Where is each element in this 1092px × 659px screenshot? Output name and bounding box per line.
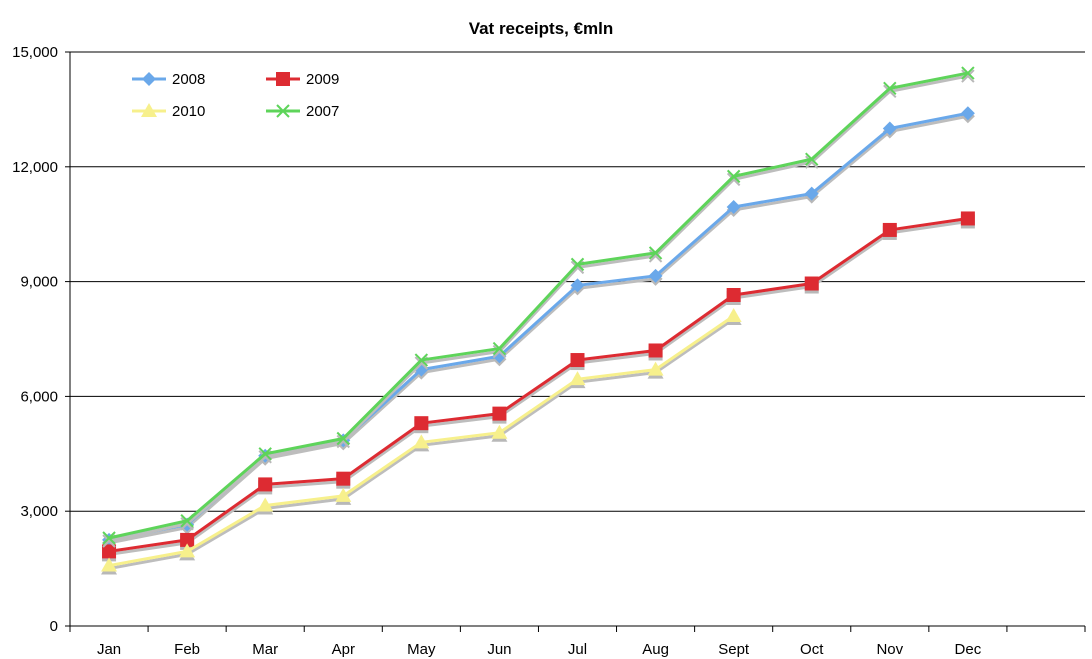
series-2007-shadow: [108, 74, 969, 543]
x-tick-label: Apr: [332, 641, 355, 658]
series-2007-point: [336, 431, 350, 446]
series-2009-shadow: [108, 219, 969, 556]
series-2009-point: [258, 477, 273, 492]
series-2008-point: [882, 121, 897, 136]
series-2009-point: [492, 406, 507, 421]
series-2009-line: [108, 216, 969, 553]
axes: 0 3,000 6,000 9,000 12,000 15,000 Jan Feb Mar Apr…: [12, 44, 1086, 658]
series-2007-point: [961, 66, 975, 80]
series-2007-point: [805, 152, 819, 166]
y-tick-label: 9,000: [20, 274, 58, 291]
series-2008-point: [648, 268, 663, 283]
series-2010-point: [179, 543, 196, 558]
legend-item-2009: 2009: [266, 71, 339, 88]
series-2009-point: [960, 211, 975, 226]
x-tick-label: Oct: [800, 641, 824, 658]
series-2007-point: [258, 447, 272, 461]
x-tick-label: Nov: [876, 641, 903, 658]
series-2007-point: [414, 353, 429, 367]
series-2009-point: [648, 343, 663, 358]
series-2010-point: [647, 361, 664, 376]
chart-title: Vat receipts, €mln: [469, 19, 614, 38]
legend-swatch-marker: [142, 72, 156, 86]
series-2007-marker-shadow: [648, 249, 663, 263]
y-tick-label: 15,000: [12, 44, 58, 61]
series-2008-point: [570, 278, 585, 293]
series-2008-point: [804, 186, 819, 201]
series-2007-point: [570, 257, 585, 272]
series-2007-point: [492, 341, 507, 356]
series-2009-point: [804, 276, 819, 291]
series-2009-point: [726, 287, 741, 302]
series-2010-point: [101, 557, 118, 572]
series-2007-marker-shadow: [805, 155, 819, 169]
series-2009-point: [336, 471, 351, 486]
legend-swatch-marker: [141, 103, 157, 117]
series-2010-point: [413, 434, 430, 449]
legend-item-2007: 2007: [266, 103, 339, 120]
series-2009-point: [102, 544, 117, 559]
series-2009-point: [414, 416, 429, 431]
series-2010-point: [335, 487, 352, 502]
x-tick-label: Aug: [642, 641, 669, 658]
series-2007-point: [726, 169, 741, 184]
series-2010-point: [257, 497, 274, 512]
legend-label: 2007: [306, 103, 339, 120]
legend-swatch-marker: [276, 72, 290, 86]
legend-item-2008: 2008: [132, 71, 205, 88]
series-2007-marker-shadow: [180, 517, 194, 531]
series-2007-marker-shadow: [492, 344, 507, 359]
series-2009-point: [882, 222, 897, 237]
series-2007-line: [108, 71, 969, 540]
series-2009-point: [180, 532, 195, 547]
series-2007-point: [180, 514, 194, 528]
x-tick-label: Dec: [955, 641, 982, 658]
series-2010-point: [725, 308, 742, 323]
series-2008-shadow: [108, 114, 969, 545]
legend-swatch-marker: [276, 104, 290, 118]
series-2007-point: [883, 81, 897, 96]
y-tick-label: 0: [50, 618, 58, 635]
x-tick-label: Jan: [97, 641, 121, 658]
series-2007-point: [648, 246, 663, 260]
series-2010-point: [491, 424, 508, 439]
x-tick-label: Jul: [568, 641, 587, 658]
series-2007-point: [102, 531, 116, 545]
y-tick-label: 6,000: [20, 388, 58, 405]
x-tick-label: Jun: [487, 641, 511, 658]
series-2008-point: [960, 106, 975, 121]
series-2007-marker-shadow: [336, 434, 350, 449]
y-tick-label: 12,000: [12, 159, 58, 176]
series-2008-point: [726, 199, 741, 214]
series-lines: [101, 66, 975, 575]
series-2009: [102, 211, 975, 562]
x-tick-label: May: [407, 641, 436, 658]
legend: 2008 2009 2010 2007: [132, 71, 339, 120]
x-tick-label: Sept: [718, 641, 750, 658]
legend-item-2010: 2010: [132, 103, 205, 120]
series-2010: [101, 308, 742, 575]
series-2010-point: [569, 371, 586, 386]
series-2007: [102, 66, 975, 548]
x-tick-label: Mar: [252, 641, 278, 658]
y-tick-label: 3,000: [20, 503, 58, 520]
series-2007-marker-shadow: [961, 69, 975, 83]
x-tick-label: Feb: [174, 641, 200, 658]
legend-label: 2009: [306, 71, 339, 88]
series-2009-point: [570, 353, 585, 368]
legend-label: 2008: [172, 71, 205, 88]
legend-label: 2010: [172, 103, 205, 120]
